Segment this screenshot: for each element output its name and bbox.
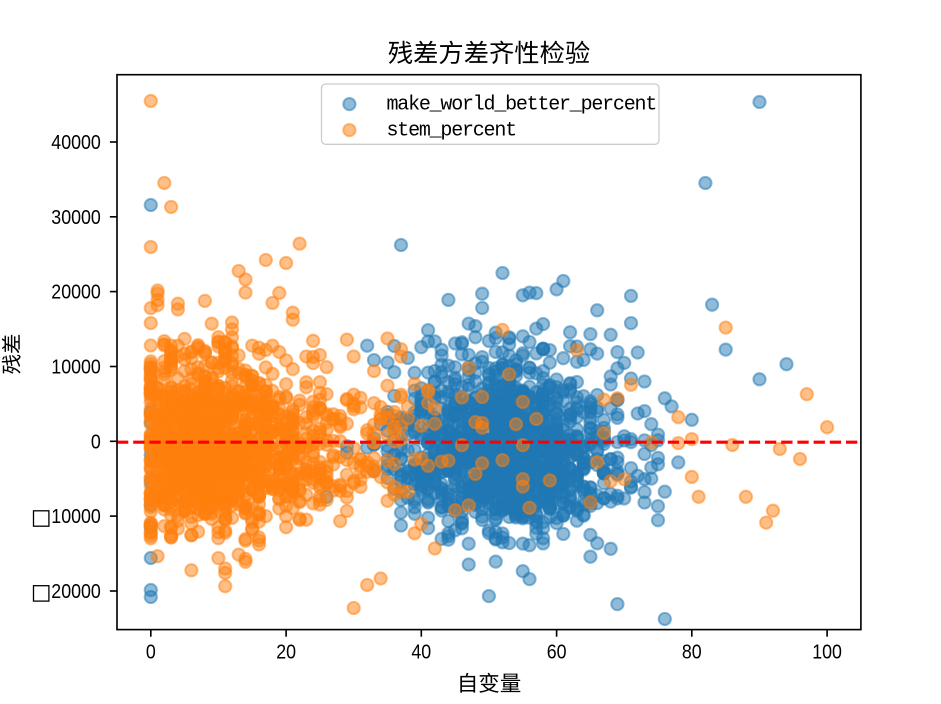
- svg-text:20: 20: [276, 642, 296, 664]
- svg-text:30000: 30000: [51, 207, 101, 229]
- svg-text:0: 0: [91, 431, 101, 453]
- svg-text:60: 60: [547, 642, 567, 664]
- svg-text:make_world_better_percent: make_world_better_percent: [387, 94, 657, 117]
- svg-text:20000: 20000: [51, 581, 101, 603]
- svg-text:80: 80: [682, 642, 702, 664]
- svg-text:0: 0: [146, 642, 156, 664]
- svg-text:100: 100: [812, 642, 842, 664]
- svg-text:10000: 10000: [51, 506, 101, 528]
- svg-text:stem_percent: stem_percent: [387, 120, 516, 143]
- svg-text:20000: 20000: [51, 282, 101, 304]
- svg-text:10000: 10000: [51, 357, 101, 379]
- svg-text:40000: 40000: [51, 132, 101, 154]
- svg-text:40: 40: [411, 642, 431, 664]
